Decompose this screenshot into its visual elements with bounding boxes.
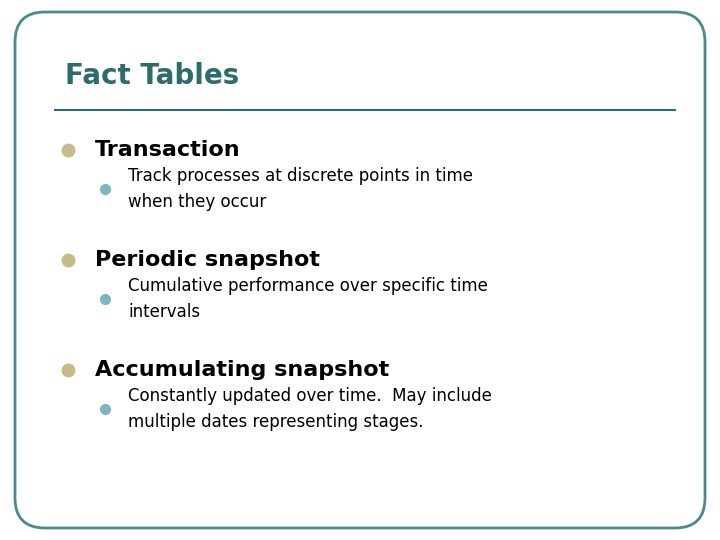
FancyBboxPatch shape [15,12,705,528]
Text: Constantly updated over time.  May include
multiple dates representing stages.: Constantly updated over time. May includ… [128,387,492,431]
Text: Transaction: Transaction [95,140,240,160]
Text: Fact Tables: Fact Tables [65,62,239,90]
Text: Cumulative performance over specific time
intervals: Cumulative performance over specific tim… [128,277,488,321]
Text: Periodic snapshot: Periodic snapshot [95,250,320,270]
Text: Track processes at discrete points in time
when they occur: Track processes at discrete points in ti… [128,167,473,211]
Text: Accumulating snapshot: Accumulating snapshot [95,360,390,380]
